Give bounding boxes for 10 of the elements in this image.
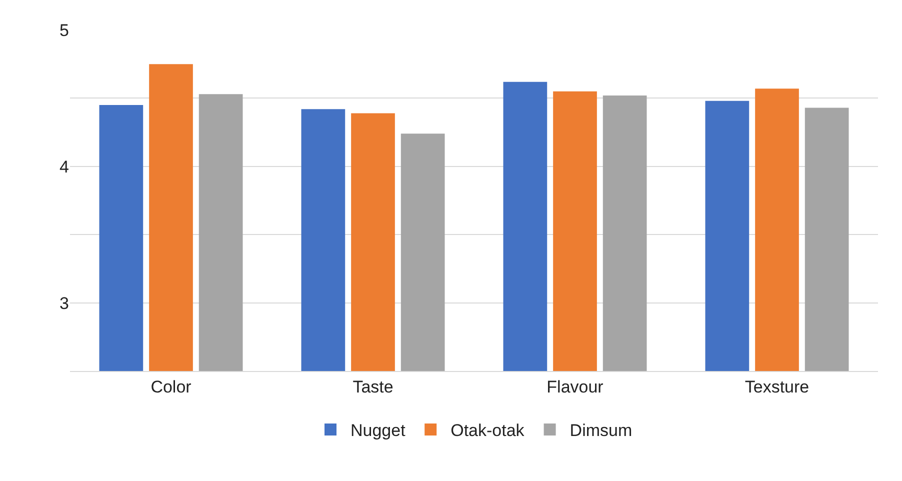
x-tick-label: Taste [352,377,394,396]
x-tick-label: Color [150,377,192,396]
y-tick-label: 3 [60,294,69,313]
y-tick-label: 5 [60,20,69,40]
x-tick-label: Texsture [744,377,810,396]
y-tick-label: 4 [60,157,69,176]
x-tick-label: Flavour [546,377,604,396]
legend-label: Nugget [350,421,406,440]
legend-label: Otak-otak [450,421,525,440]
legend-label: Dimsum [570,421,632,440]
